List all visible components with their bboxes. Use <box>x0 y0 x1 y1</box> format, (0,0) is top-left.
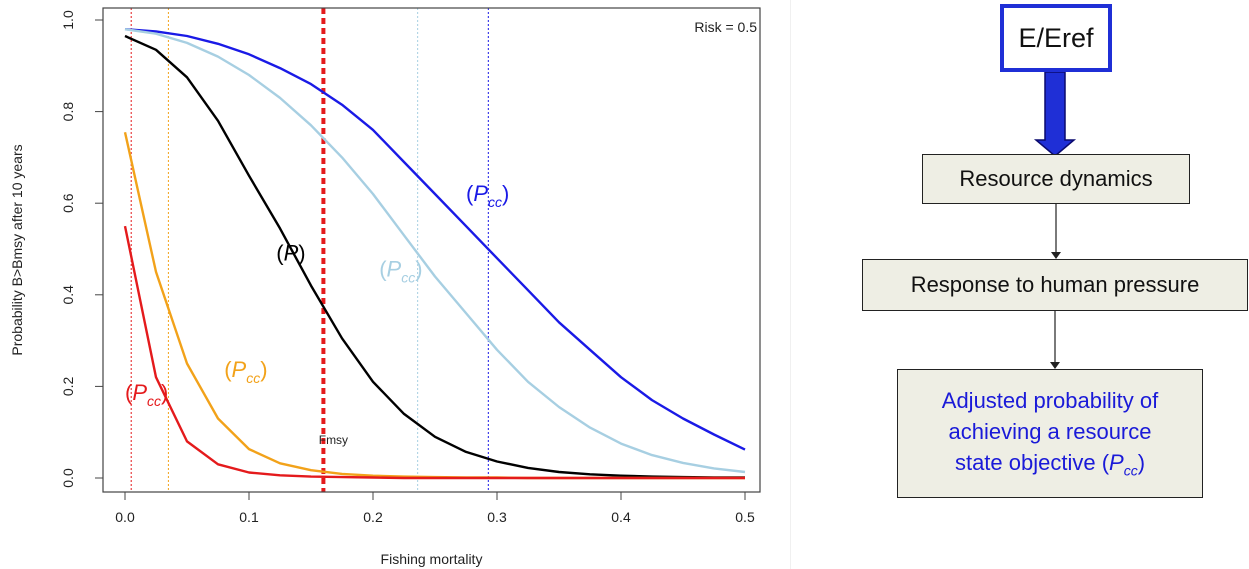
y-tick-label-4: 0.8 <box>60 102 76 122</box>
resource-dynamics-label: Resource dynamics <box>959 166 1153 191</box>
series-line-0 <box>124 28 746 451</box>
human-pressure-box: Response to human pressure <box>862 259 1248 311</box>
human-pressure-label: Response to human pressure <box>910 272 1200 297</box>
plot-frame <box>102 7 761 493</box>
y-tick-label-5: 1.0 <box>60 10 76 30</box>
adjusted-var: P <box>1109 449 1124 475</box>
x-axis-label: Fishing mortality <box>381 551 483 567</box>
arrowhead-rd-to-rh <box>1051 252 1061 259</box>
panel-divider <box>790 0 791 569</box>
adjusted-sub: cc <box>1123 462 1138 479</box>
arrowhead-rh-to-adj <box>1050 362 1060 369</box>
x-tick-label-5: 0.5 <box>735 509 755 525</box>
series-line-2 <box>124 34 745 479</box>
series-annotation-1: (Pcc) <box>379 256 422 285</box>
resource-dynamics-box: Resource dynamics <box>922 154 1190 204</box>
y-tick-label-1: 0.2 <box>60 376 76 396</box>
y-tick-label-2: 0.4 <box>60 285 76 305</box>
risk-label: Risk = 0.5 <box>694 19 757 35</box>
series-annotation-3: (Pcc) <box>224 357 267 386</box>
series-annotation-0: (Pcc) <box>466 181 509 210</box>
series-annotation-4: (Pcc) <box>125 380 168 409</box>
series-line-1 <box>124 28 746 474</box>
series-line-4 <box>123 225 745 480</box>
x-tick-label-1: 0.1 <box>239 509 259 525</box>
x-tick-label-3: 0.3 <box>487 509 507 525</box>
series-annotation-2: (P) <box>276 240 305 265</box>
eref-label: E/Eref <box>1018 22 1094 53</box>
probability-chart: 0.0 0.1 0.2 0.3 0.4 0.5 0.0 0.2 0.4 0.6 0.8 1.0 Fms… <box>9 7 761 567</box>
x-tick-label-2: 0.2 <box>363 509 383 525</box>
adjusted-line-1: Adjusted probability of <box>941 388 1159 414</box>
y-tick-label-0: 0.0 <box>60 468 76 488</box>
y-tick-label-3: 0.6 <box>60 193 76 213</box>
x-tick-label-4: 0.4 <box>611 509 631 525</box>
adjusted-probability-box: Adjusted probability of achieving a reso… <box>897 369 1203 498</box>
big-arrow <box>1033 71 1077 157</box>
y-axis-label: Probability B>Bmsy after 10 years <box>9 144 25 355</box>
vline-label-0: Fmsy <box>319 433 348 447</box>
adjusted-line-3: state objective ( <box>954 449 1110 475</box>
eref-box: E/Eref <box>1000 4 1112 72</box>
adjusted-line-2: achieving a resource <box>948 419 1152 444</box>
adjusted-close: ) <box>1137 449 1146 475</box>
x-tick-label-0: 0.0 <box>115 509 135 525</box>
